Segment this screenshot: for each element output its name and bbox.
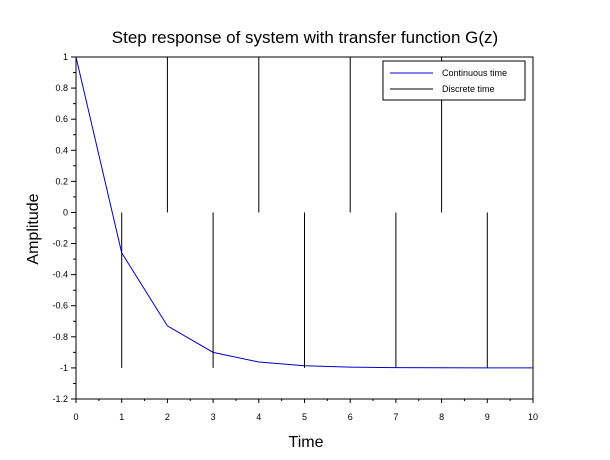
x-tick-label: 5: [302, 412, 307, 422]
x-tick-label: 9: [485, 412, 490, 422]
x-tick-label: 10: [528, 412, 538, 422]
y-tick-label: 0.6: [55, 114, 68, 124]
x-tick-label: 8: [439, 412, 444, 422]
x-tick-label: 7: [393, 412, 398, 422]
y-axis-title: Amplitude: [25, 193, 42, 264]
x-tick-label: 4: [256, 412, 261, 422]
chart-title: Step response of system with transfer fu…: [112, 28, 498, 47]
axis-ticks: 0 1 2 3 4 5 6 7 8 9 10 1 0.8 0.6 0.4 0.2 0 -0.2 -0.4 -0.6 -0…: [52, 52, 538, 422]
legend-box: [382, 60, 526, 101]
legend-label-discrete: Discrete time: [442, 84, 495, 94]
legend-label-continuous: Continuous time: [442, 68, 507, 78]
y-tick-label: -0.4: [52, 270, 68, 280]
legend: Continuous time Discrete time: [382, 60, 526, 101]
x-tick-label: 1: [119, 412, 124, 422]
y-tick-label: 0: [63, 207, 68, 217]
y-tick-label: -0.6: [52, 301, 68, 311]
x-axis-title: Time: [289, 434, 324, 451]
y-tick-label: 0.4: [55, 145, 68, 155]
x-tick-label: 3: [211, 412, 216, 422]
y-tick-label: -1.2: [52, 394, 68, 404]
y-tick-label: 0.2: [55, 176, 68, 186]
x-tick-label: 6: [348, 412, 353, 422]
y-tick-label: -0.2: [52, 239, 68, 249]
x-tick-label: 2: [165, 412, 170, 422]
x-tick-label: 0: [73, 412, 78, 422]
y-tick-label: 1: [63, 52, 68, 62]
y-tick-label: -0.8: [52, 332, 68, 342]
data-series: [75, 56, 534, 369]
y-tick-label: -1: [60, 363, 68, 373]
y-tick-label: 0.8: [55, 83, 68, 93]
